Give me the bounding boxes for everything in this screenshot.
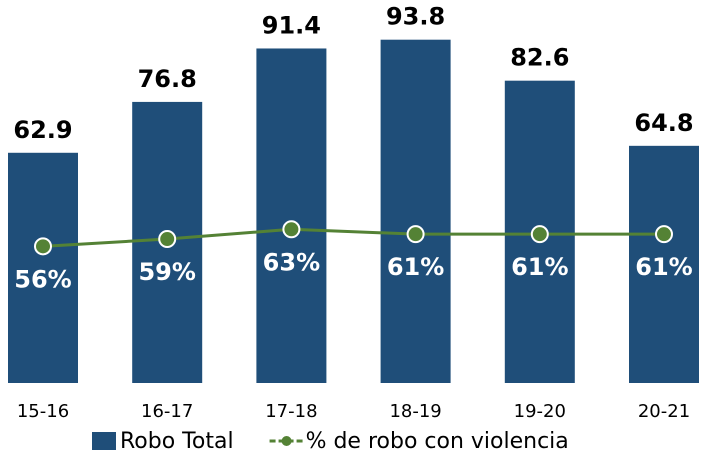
line-value-label: 61% (511, 253, 568, 281)
line-marker (655, 225, 673, 244)
bar (629, 145, 699, 383)
line-marker (282, 220, 301, 239)
bar-value-label: 62.9 (13, 116, 72, 144)
x-tick-label: 15-16 (17, 401, 69, 422)
x-tick-label: 16-17 (141, 401, 193, 422)
x-tick-label: 20-21 (638, 401, 690, 422)
bar-value-label: 64.8 (634, 109, 693, 137)
x-tick-label: 19-20 (514, 401, 566, 422)
line-marker (406, 225, 425, 244)
bar (256, 48, 327, 383)
line (42, 227, 664, 248)
bar (8, 152, 78, 383)
line-value-label: 61% (635, 253, 692, 281)
line-marker (158, 230, 177, 249)
legend-swatch (92, 432, 116, 450)
bar-value-label: 93.8 (386, 3, 445, 31)
x-tick-label: 18-19 (389, 401, 441, 422)
bar-value-label: 76.8 (138, 65, 197, 93)
bar-value-label: 82.6 (510, 44, 569, 72)
line-value-label: 59% (138, 258, 195, 286)
line-marker (34, 237, 52, 256)
line-value-label: 56% (14, 265, 71, 293)
bar-value-label: 91.4 (262, 11, 321, 39)
line-value-label: 61% (387, 253, 444, 281)
line-marker (530, 225, 549, 244)
line-value-label: 63% (263, 248, 320, 276)
legend-label: Robo Total (120, 429, 234, 454)
legend-swatch-marker (281, 436, 292, 446)
bar (380, 39, 451, 383)
x-tick-label: 17-18 (265, 401, 317, 422)
legend-label: % de robo con violencia (306, 429, 569, 454)
